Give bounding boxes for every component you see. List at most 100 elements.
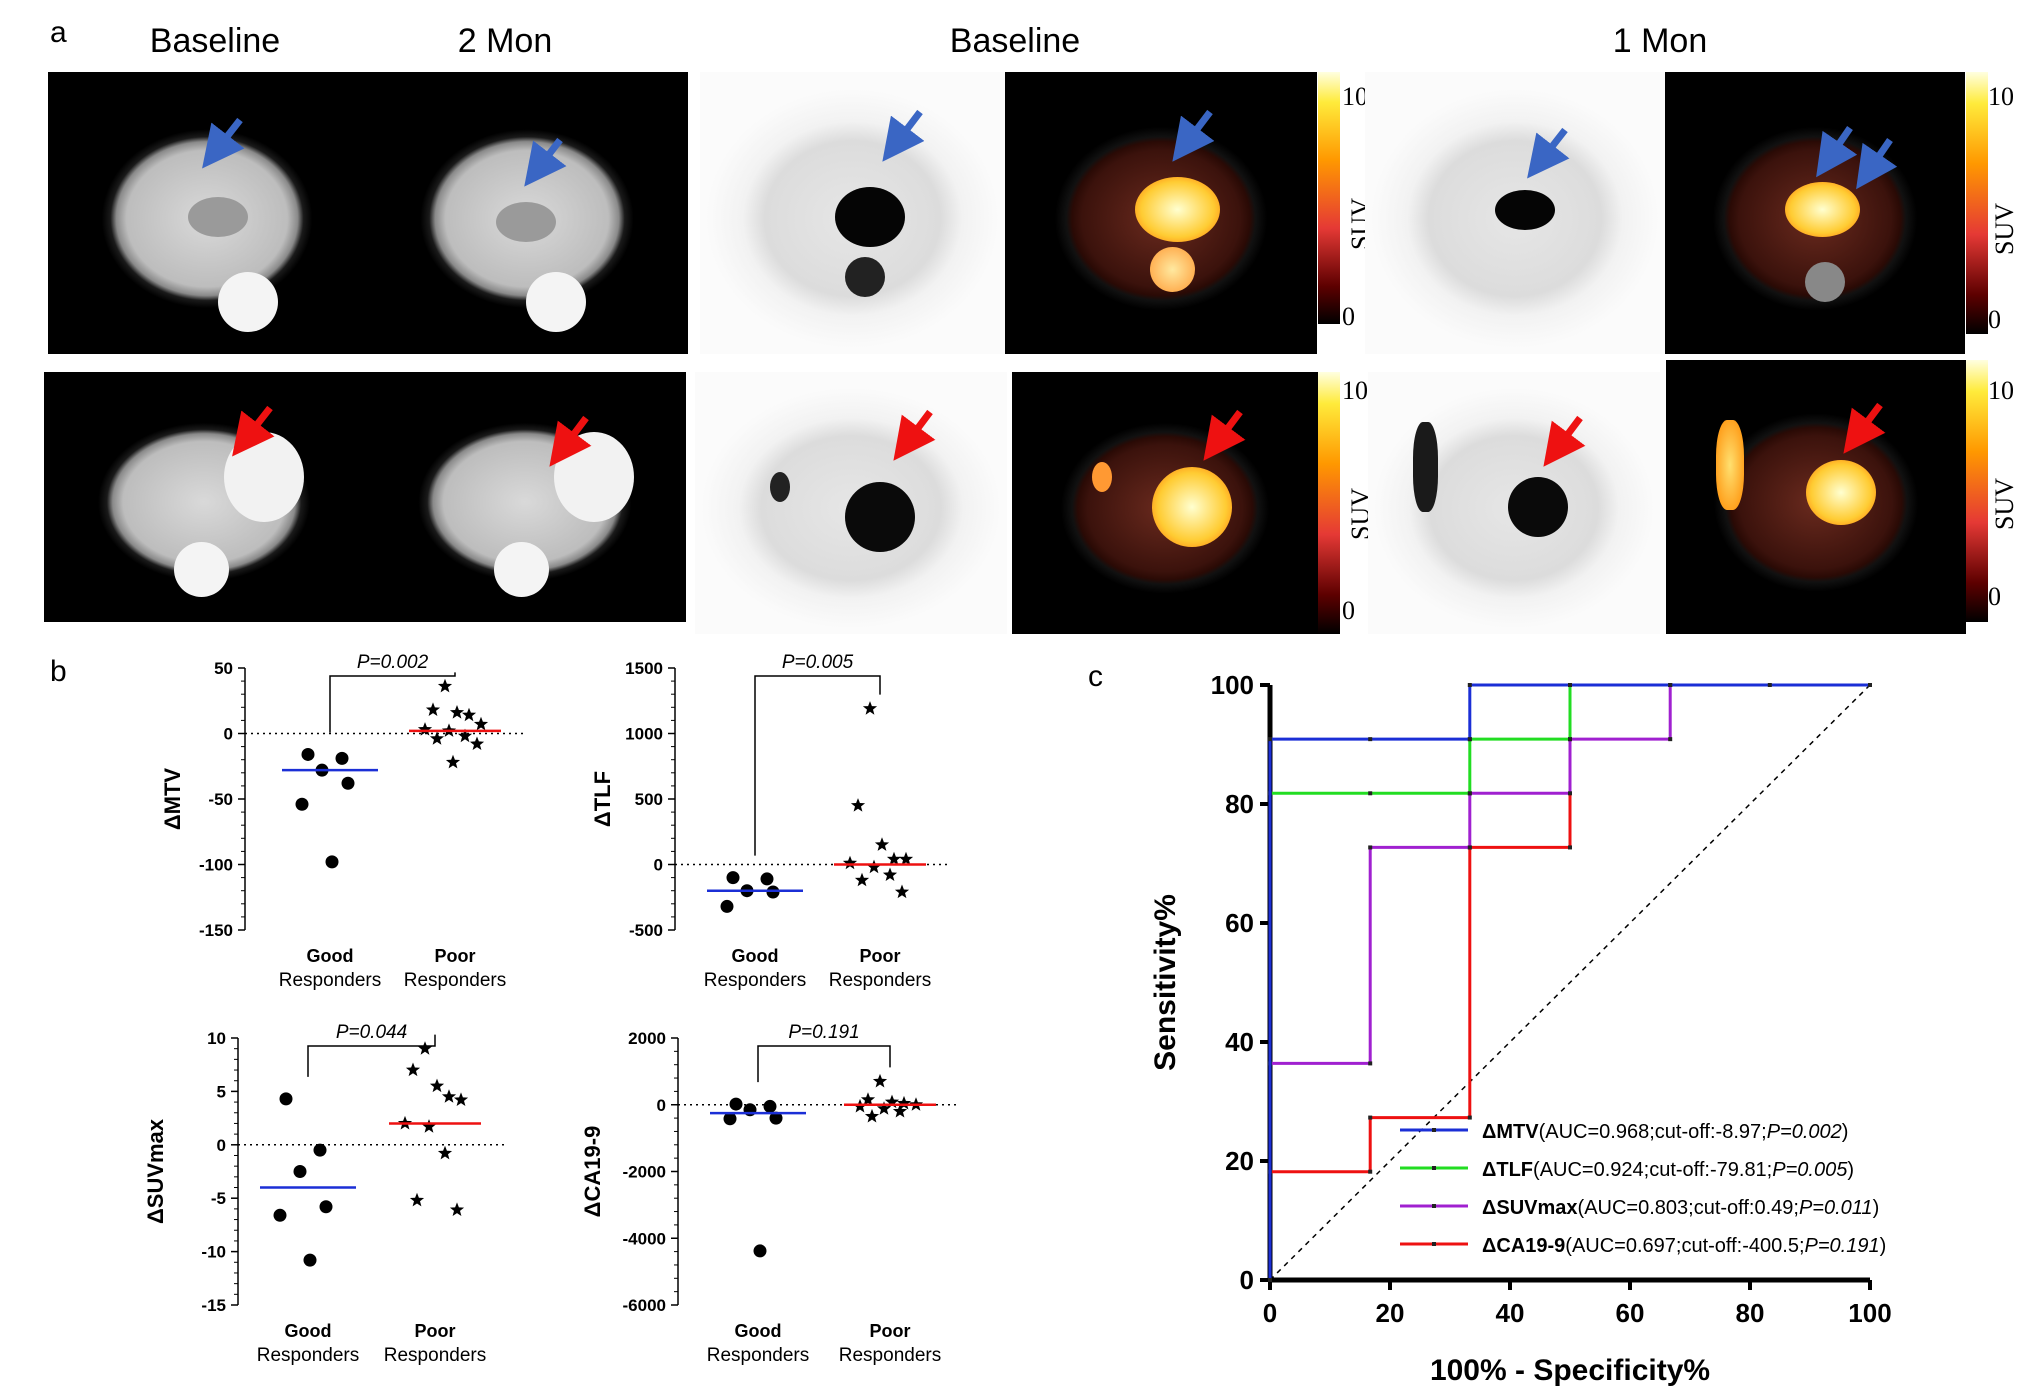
roc-point: [1568, 683, 1572, 687]
group-label-good-sub: Responders: [704, 970, 806, 991]
y-tick-label: -500: [629, 921, 663, 940]
group-label-good-sub: Responders: [257, 1345, 359, 1366]
poor-responder-point: [429, 1078, 445, 1093]
poor-responder-point: [449, 1202, 465, 1216]
red-arrow: [1843, 402, 1886, 454]
good-responder-point: [760, 872, 774, 886]
colorbar-min-label: 0: [1342, 302, 1355, 331]
poor-responder-point: [864, 1108, 880, 1123]
red-arrow: [549, 415, 592, 467]
good-responder-point: [763, 1099, 777, 1113]
poor-responder-point: [461, 707, 477, 722]
good-responder-point: [313, 1143, 327, 1157]
colorbar-max-label: 10: [1988, 82, 2014, 111]
colorbar-row2-baseline: [1318, 372, 1340, 634]
y-tick-label: -10: [201, 1243, 226, 1262]
significance-bracket: [307, 1034, 436, 1077]
good-responder-point: [319, 1200, 333, 1214]
y-tick-label: 60: [1225, 908, 1254, 938]
panel-b-dot-plots: 500-50-100-150ΔMTVGoodRespondersPoorResp…: [143, 652, 960, 1366]
y-tick-label: 500: [635, 790, 663, 809]
p-value-label: P=0.002: [357, 652, 429, 673]
dot-plot-1: 50 0 -50 -100 -150 ΔMTV Good Responders Poor Resp…: [160, 652, 525, 991]
roc-point: [1467, 683, 1472, 687]
blue-arrow: [1856, 138, 1898, 190]
group-label-poor-sub: Responders: [384, 1345, 486, 1366]
legend-entry: ΔSUVmax(AUC=0.803;cut-off:0.49;P=0.011): [1400, 1197, 1879, 1219]
y-axis-label: ΔSUVmax: [143, 1118, 168, 1224]
poor-responder-point: [866, 859, 882, 874]
y-tick-label: -15: [201, 1296, 226, 1315]
poor-responder-point: [882, 867, 898, 881]
y-tick-label: 2000: [628, 1029, 666, 1048]
poor-responder-point: [854, 872, 870, 887]
poor-responder-point: [898, 851, 914, 866]
group-label-poor: Poor: [434, 946, 475, 966]
poor-responder-point: [445, 754, 461, 769]
blue-arrow: [882, 109, 925, 162]
colorbar-max-label: 10: [1342, 82, 1368, 111]
good-responder-point: [720, 899, 734, 913]
good-responder-point: [325, 855, 339, 869]
y-tick-label: -6000: [623, 1296, 666, 1315]
good-responder-point: [273, 1208, 287, 1222]
poor-responder-point: [429, 731, 445, 745]
x-tick-label: 20: [1376, 1298, 1405, 1328]
reference-diagonal: [1269, 684, 1871, 1281]
good-responder-point: [335, 751, 349, 765]
pet-image-1mon-row1: [1365, 72, 1665, 354]
y-tick-label: 1000: [625, 725, 663, 744]
colorbar-max-label: 10: [1988, 376, 2014, 405]
significance-bracket: [329, 672, 456, 733]
header-pet-baseline: Baseline: [949, 22, 1081, 60]
y-tick-label: 100: [1211, 670, 1254, 700]
fusion-image-baseline-row2: [1012, 372, 1318, 634]
good-responder-point: [295, 797, 309, 811]
legend-swatch-point: [1432, 1166, 1436, 1170]
y-tick-label: 0: [224, 725, 233, 744]
legend-entry: ΔTLF(AUC=0.924;cut-off:-79.81;P=0.005): [1400, 1159, 1854, 1181]
red-arrow: [893, 409, 936, 461]
red-arrow: [1543, 415, 1586, 467]
x-axis-label: 100% - Specificity%: [1430, 1354, 1710, 1387]
header-ct-2mon: 2 Mon: [457, 22, 553, 60]
legend-swatch-point: [1432, 1204, 1436, 1208]
good-responder-point: [729, 1097, 743, 1111]
fusion-image-1mon-row1: [1665, 72, 1965, 354]
x-tick-label: 80: [1736, 1298, 1765, 1328]
legend-swatch-point: [1432, 1128, 1436, 1132]
roc-point: [1868, 683, 1872, 687]
group-label-good-sub: Responders: [707, 1345, 809, 1366]
group-label-poor-sub: Responders: [839, 1345, 941, 1366]
blue-arrow: [1172, 109, 1215, 162]
dot-plot-4: 2000 0 -2000 -4000 -6000 ΔCA19-9 Good Responder…: [580, 1022, 960, 1366]
poor-responder-point: [892, 1103, 908, 1118]
y-tick-label: 0: [217, 1136, 226, 1155]
colorbar-row1-1mon: [1966, 72, 1988, 334]
ct-image-baseline-row2: [44, 372, 364, 622]
poor-responder-point: [425, 702, 441, 716]
fusion-image-baseline-row1: [1005, 72, 1317, 354]
poor-responder-point: [457, 728, 473, 743]
panel-a-letter: a: [50, 16, 67, 49]
poor-responder-point: [860, 1092, 876, 1106]
ct-image-baseline-row1: [48, 72, 366, 354]
group-label-poor: Poor: [414, 1321, 455, 1341]
good-responder-point: [279, 1092, 293, 1106]
poor-responder-point: [850, 798, 866, 812]
poor-responder-point: [437, 1145, 453, 1160]
roc-point: [1368, 737, 1373, 742]
roc-plot-area: 00 20 20 40 40 60 60 80 80 100 100 100% - Specifici…: [1149, 670, 1892, 1387]
poor-responder-point: [453, 1092, 469, 1106]
y-tick-label: -150: [199, 921, 233, 940]
group-label-good: Good: [307, 946, 354, 966]
poor-responder-point: [437, 678, 453, 693]
roc-point: [1568, 737, 1572, 742]
legend-swatch-point: [1432, 1242, 1436, 1246]
y-tick-label: 50: [214, 659, 233, 678]
ct-image-2mon-row1: [366, 72, 688, 354]
y-tick-label: 5: [217, 1082, 226, 1101]
good-responder-point: [769, 1111, 783, 1125]
roc-point: [1668, 737, 1673, 742]
ct-image-2mon-row2: [364, 372, 686, 622]
